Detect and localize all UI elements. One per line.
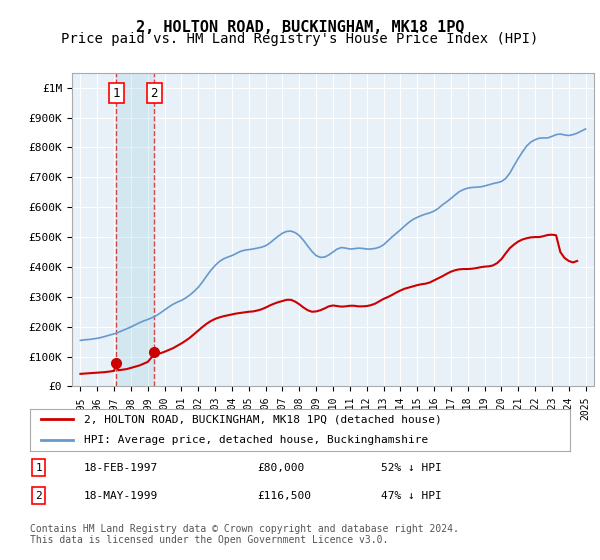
Text: Contains HM Land Registry data © Crown copyright and database right 2024.
This d: Contains HM Land Registry data © Crown c… [30, 524, 459, 545]
Text: 52% ↓ HPI: 52% ↓ HPI [381, 463, 442, 473]
Text: 1: 1 [113, 87, 120, 100]
Text: 2: 2 [35, 491, 42, 501]
Text: 2, HOLTON ROAD, BUCKINGHAM, MK18 1PQ: 2, HOLTON ROAD, BUCKINGHAM, MK18 1PQ [136, 20, 464, 35]
Text: Price paid vs. HM Land Registry's House Price Index (HPI): Price paid vs. HM Land Registry's House … [61, 32, 539, 46]
Text: 18-FEB-1997: 18-FEB-1997 [84, 463, 158, 473]
Text: 18-MAY-1999: 18-MAY-1999 [84, 491, 158, 501]
Text: 1: 1 [35, 463, 42, 473]
Text: HPI: Average price, detached house, Buckinghamshire: HPI: Average price, detached house, Buck… [84, 435, 428, 445]
Text: 2: 2 [151, 87, 158, 100]
Text: 47% ↓ HPI: 47% ↓ HPI [381, 491, 442, 501]
Text: £80,000: £80,000 [257, 463, 304, 473]
Text: 2, HOLTON ROAD, BUCKINGHAM, MK18 1PQ (detached house): 2, HOLTON ROAD, BUCKINGHAM, MK18 1PQ (de… [84, 414, 442, 424]
Text: £116,500: £116,500 [257, 491, 311, 501]
Bar [116, 73, 154, 386]
